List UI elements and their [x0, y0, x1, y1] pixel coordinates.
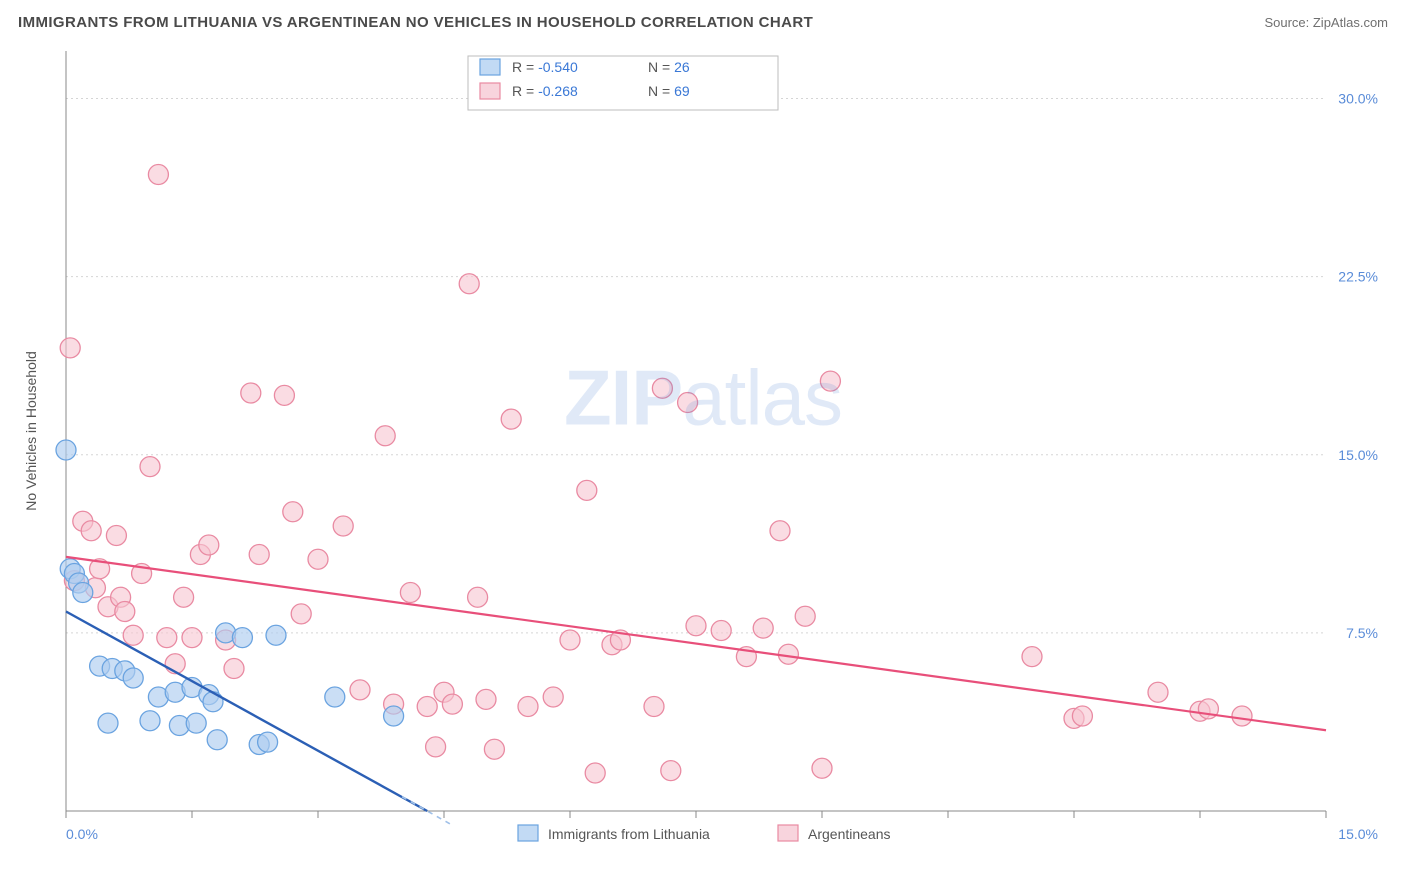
- data-point: [577, 480, 597, 500]
- data-point: [384, 706, 404, 726]
- data-point: [753, 618, 773, 638]
- legend-label: Immigrants from Lithuania: [548, 826, 710, 842]
- legend-n: N = 26: [648, 59, 690, 75]
- data-point: [106, 526, 126, 546]
- data-point: [186, 713, 206, 733]
- data-point: [476, 689, 496, 709]
- data-point: [468, 587, 488, 607]
- data-point: [644, 697, 664, 717]
- data-point: [350, 680, 370, 700]
- legend-r: R = -0.268: [512, 83, 578, 99]
- legend-swatch: [778, 825, 798, 841]
- data-point: [661, 761, 681, 781]
- data-point: [812, 758, 832, 778]
- data-point: [249, 545, 269, 565]
- trend-line: [66, 557, 1326, 730]
- data-point: [686, 616, 706, 636]
- y-tick-label: 22.5%: [1338, 269, 1378, 285]
- data-point: [148, 165, 168, 185]
- data-point: [266, 625, 286, 645]
- data-point: [501, 409, 521, 429]
- y-tick-label: 15.0%: [1338, 447, 1378, 463]
- data-point: [484, 739, 504, 759]
- data-point: [400, 583, 420, 603]
- data-point: [711, 621, 731, 641]
- data-point: [123, 668, 143, 688]
- data-point: [770, 521, 790, 541]
- data-point: [543, 687, 563, 707]
- data-point: [417, 697, 437, 717]
- legend-swatch: [480, 83, 500, 99]
- data-point: [1148, 682, 1168, 702]
- data-point: [1232, 706, 1252, 726]
- scatter-chart: 7.5% 15.0% 22.5% 30.0% 0.0% 15.0% No Vehicles …: [18, 41, 1388, 871]
- data-point: [291, 604, 311, 624]
- data-point: [426, 737, 446, 757]
- data-point: [325, 687, 345, 707]
- y-tick-label: 7.5%: [1346, 625, 1378, 641]
- data-point: [308, 549, 328, 569]
- x-tick-label: 0.0%: [66, 826, 98, 842]
- data-point: [123, 625, 143, 645]
- legend-label: Argentineans: [808, 826, 891, 842]
- data-point: [241, 383, 261, 403]
- data-point: [333, 516, 353, 536]
- legend-r: R = -0.540: [512, 59, 578, 75]
- chart-container: ZIPatlas 7.5%15.0%22.5%30.0%0.0%15.0%No …: [18, 41, 1388, 871]
- data-point: [1072, 706, 1092, 726]
- data-point: [60, 338, 80, 358]
- data-point: [820, 371, 840, 391]
- data-point: [140, 711, 160, 731]
- data-point: [207, 730, 227, 750]
- data-point: [258, 732, 278, 752]
- data-point: [224, 659, 244, 679]
- legend-swatch: [518, 825, 538, 841]
- y-axis-label: No Vehicles in Household: [23, 351, 39, 511]
- y-tick-label: 30.0%: [1338, 91, 1378, 107]
- data-point: [283, 502, 303, 522]
- data-point: [115, 602, 135, 622]
- data-point: [182, 628, 202, 648]
- data-point: [518, 697, 538, 717]
- chart-title: IMMIGRANTS FROM LITHUANIA VS ARGENTINEAN…: [18, 14, 813, 31]
- data-point: [459, 274, 479, 294]
- data-point: [232, 628, 252, 648]
- data-point: [157, 628, 177, 648]
- data-point: [174, 587, 194, 607]
- legend-n: N = 69: [648, 83, 690, 99]
- data-point: [199, 535, 219, 555]
- data-point: [56, 440, 76, 460]
- data-point: [140, 457, 160, 477]
- data-point: [81, 521, 101, 541]
- data-point: [203, 692, 223, 712]
- legend-swatch: [480, 59, 500, 75]
- x-tick-label: 15.0%: [1338, 826, 1378, 842]
- data-point: [442, 694, 462, 714]
- data-point: [73, 583, 93, 603]
- data-point: [560, 630, 580, 650]
- data-point: [1022, 647, 1042, 667]
- data-point: [678, 393, 698, 413]
- data-point: [795, 606, 815, 626]
- data-point: [585, 763, 605, 783]
- data-point: [375, 426, 395, 446]
- source-label: Source: ZipAtlas.com: [1264, 15, 1388, 30]
- data-point: [98, 713, 118, 733]
- data-point: [274, 385, 294, 405]
- data-point: [652, 378, 672, 398]
